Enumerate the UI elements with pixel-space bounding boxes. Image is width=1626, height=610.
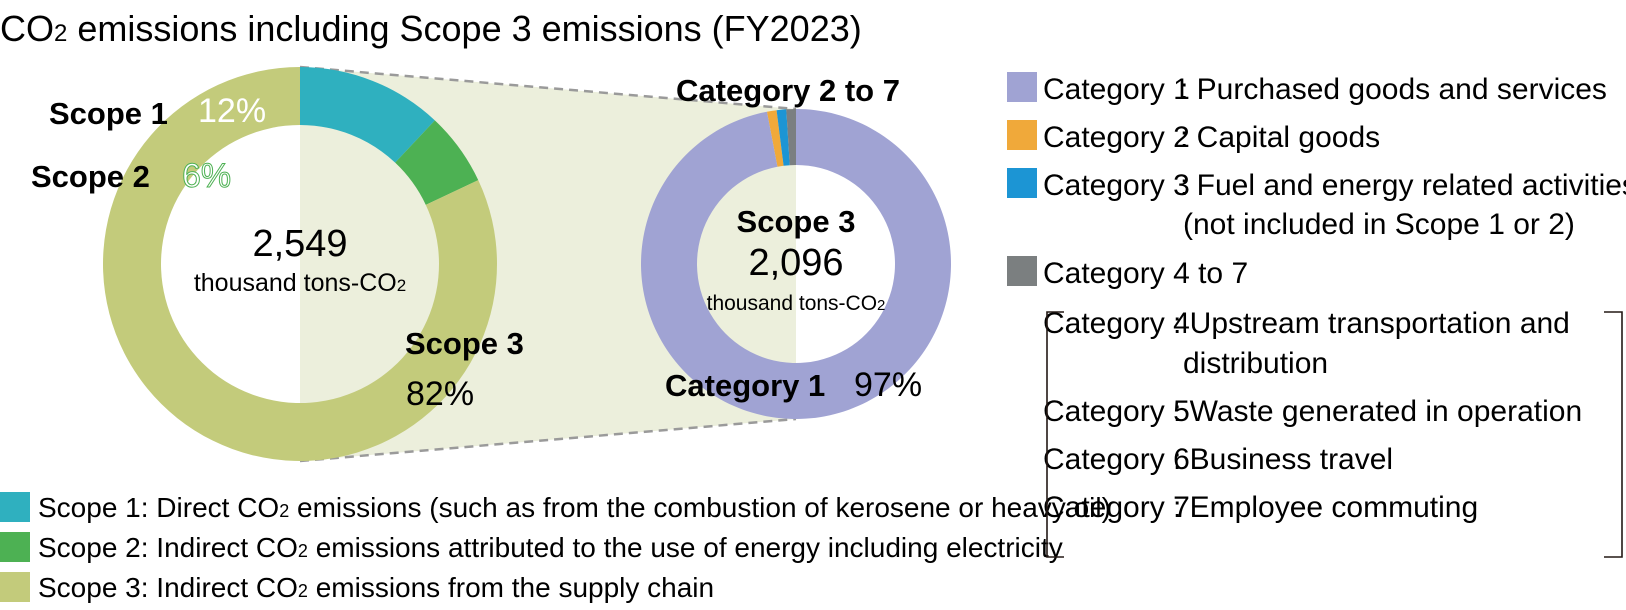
category-legend-swatch bbox=[1007, 256, 1037, 286]
category-legend-label: Category 2 bbox=[1043, 121, 1190, 154]
category-legend-label: Category 4 to 7 bbox=[1043, 257, 1248, 290]
scope3-pct: 82% bbox=[406, 375, 474, 413]
sub-category-text: : Upstream transportation and bbox=[1173, 307, 1570, 340]
scope3-center-value: 2,096 bbox=[748, 242, 843, 284]
category1-label: Category 1 bbox=[665, 368, 825, 403]
sub-category-text-cont: distribution bbox=[1183, 347, 1328, 380]
scope2-legend-swatch bbox=[0, 532, 30, 562]
slice-scope1 bbox=[300, 67, 435, 163]
total-value: 2,549 bbox=[252, 223, 347, 265]
sub-category-label: Category 7 bbox=[1043, 491, 1190, 524]
sub-category-text: : Business travel bbox=[1173, 443, 1393, 476]
scope3-legend-text: Scope 3: Indirect CO2 emissions from the… bbox=[38, 572, 714, 603]
category-legend-text: : Capital goods bbox=[1180, 121, 1380, 154]
slice-category1 bbox=[640, 109, 952, 419]
scope3-unit-pre: thousand tons-CO bbox=[707, 292, 877, 315]
category2to7-label: Category 2 to 7 bbox=[676, 73, 900, 108]
right-bracket bbox=[1604, 311, 1623, 558]
title-post: emissions including Scope 3 emissions (F… bbox=[67, 8, 861, 49]
category-legend-swatch bbox=[1007, 168, 1037, 198]
sub-category-label: Category 4 bbox=[1043, 307, 1190, 340]
scope-donut bbox=[102, 67, 497, 461]
zoom-line-top bbox=[299, 65, 797, 111]
category-legend: Category 1: Purchased goods and services… bbox=[1007, 72, 1626, 290]
scope2-label: Scope 2 bbox=[31, 159, 150, 194]
sub-category-text: : Waste generated in operation bbox=[1173, 395, 1582, 428]
scope-legend: Scope 1: Direct CO2 emissions (such as f… bbox=[0, 492, 1111, 603]
slice-category2 bbox=[766, 110, 784, 167]
total-unit: thousand tons-CO2 bbox=[194, 269, 406, 297]
title-pre: CO bbox=[0, 8, 54, 49]
scope2-pct: 6% bbox=[182, 157, 231, 195]
slice-scope2 bbox=[395, 120, 479, 205]
scope1-legend-text: Scope 1: Direct CO2 emissions (such as f… bbox=[38, 492, 1111, 523]
category-legend-label: Category 1 bbox=[1043, 73, 1190, 106]
chart-title: CO2 emissions including Scope 3 emission… bbox=[0, 8, 862, 49]
category4to7-detail: Category 4: Upstream transportation and d… bbox=[1043, 307, 1582, 524]
category1-pct: 97% bbox=[854, 366, 922, 404]
scope1-label: Scope 1 bbox=[49, 96, 168, 131]
scope3-label: Scope 3 bbox=[405, 326, 524, 361]
category-legend-text-cont: (not included in Scope 1 or 2) bbox=[1183, 208, 1575, 241]
category-legend-swatch bbox=[1007, 120, 1037, 150]
total-unit-sub: 2 bbox=[397, 276, 406, 295]
category-legend-text: : Purchased goods and services bbox=[1180, 73, 1607, 106]
slice-scope3 bbox=[102, 67, 497, 461]
sub-category-label: Category 6 bbox=[1043, 443, 1190, 476]
scope3-center-title: Scope 3 bbox=[737, 204, 856, 239]
left-bracket bbox=[1046, 311, 1064, 558]
total-unit-pre: thousand tons-CO bbox=[194, 269, 397, 297]
scope3-unit-sub: 2 bbox=[877, 297, 885, 314]
category-legend-swatch bbox=[1007, 72, 1037, 102]
slice-category4to7 bbox=[786, 109, 796, 166]
scope3-center-unit: thousand tons-CO2 bbox=[707, 292, 886, 315]
category-legend-label: Category 3 bbox=[1043, 169, 1190, 202]
sub-category-label: Category 5 bbox=[1043, 395, 1190, 428]
scope1-pct: 12% bbox=[198, 92, 266, 130]
zoom-line-bottom bbox=[299, 417, 797, 463]
sub-category-text: : Employee commuting bbox=[1173, 491, 1478, 524]
scope3-legend-swatch bbox=[0, 572, 30, 602]
scope1-legend-swatch bbox=[0, 492, 30, 522]
scope3-category-donut bbox=[640, 109, 952, 419]
title-sub: 2 bbox=[54, 20, 67, 47]
category-legend-text: : Fuel and energy related activities bbox=[1180, 169, 1626, 202]
slice-category3 bbox=[776, 109, 790, 166]
scope2-legend-text: Scope 2: Indirect CO2 emissions attribut… bbox=[38, 532, 1063, 563]
